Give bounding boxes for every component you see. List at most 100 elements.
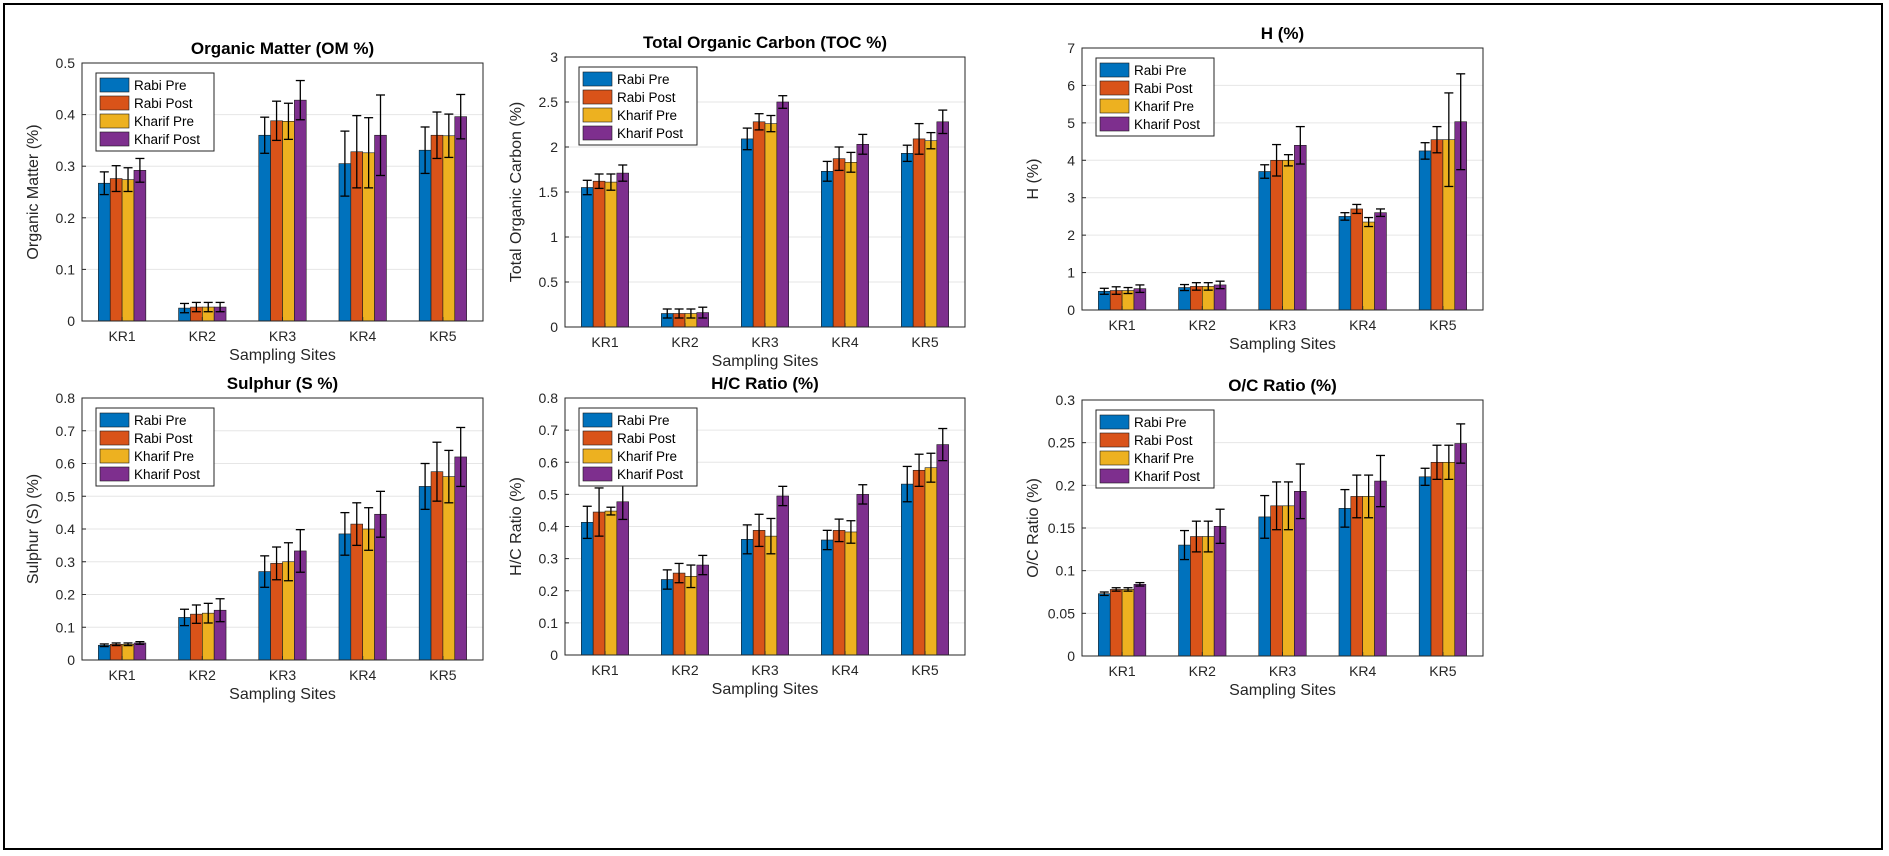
axes-box xyxy=(1081,399,1484,657)
x-tick-label: KR1 xyxy=(591,662,618,678)
legend-swatch xyxy=(1099,116,1130,132)
bar xyxy=(936,121,949,328)
chart-5: 0 0.1 0.2 0.3 0.4 0.5 0.6 0.7 0.8 KR1 KR2 KR3 KR4 KR5… xyxy=(508,374,966,698)
bar xyxy=(1362,221,1375,311)
y-tick-label: 3 xyxy=(1067,190,1075,206)
chart-title: O/C Ratio (%) xyxy=(1228,376,1337,395)
y-tick-label: 0.5 xyxy=(56,55,76,71)
y-tick-label: 0 xyxy=(1067,302,1075,318)
legend-label: Kharif Post xyxy=(134,132,200,147)
bar xyxy=(924,467,938,656)
bar xyxy=(821,539,834,656)
bar xyxy=(776,101,789,328)
legend-label: Kharif Post xyxy=(617,126,683,141)
y-tick-label: 2 xyxy=(550,139,558,155)
bar xyxy=(672,572,686,656)
x-tick-label: KR3 xyxy=(751,334,778,350)
bar xyxy=(901,483,914,656)
bar xyxy=(1374,212,1387,311)
bar xyxy=(1202,536,1215,657)
bar xyxy=(581,522,594,656)
x-tick-label: KR1 xyxy=(108,328,135,344)
bar xyxy=(901,153,914,328)
x-tick-label: KR2 xyxy=(189,667,216,683)
y-axis-label: Organic Matter (%) xyxy=(25,124,42,259)
bar xyxy=(98,182,111,322)
legend-label: Rabi Pre xyxy=(134,78,187,93)
legend-label: Rabi Post xyxy=(617,90,676,105)
legend-label: Rabi Pre xyxy=(134,413,187,428)
chart-3: 0 1 2 3 4 5 6 7 KR1 KR2 KR3 KR4 KR5 H (%) Sampling Sit… xyxy=(1025,24,1484,353)
x-axis-label: Sampling Sites xyxy=(712,681,819,698)
x-tick-label: KR5 xyxy=(429,328,456,344)
legend: Rabi Pre Rabi Post Kharif Pre Kharif Post xyxy=(95,72,215,152)
legend-label: Kharif Pre xyxy=(617,449,677,464)
x-tick-label: KR2 xyxy=(671,334,698,350)
bar xyxy=(133,642,147,661)
axes-box xyxy=(81,397,484,661)
bar xyxy=(764,123,778,328)
y-tick-label: 0.8 xyxy=(56,390,76,406)
legend-swatch xyxy=(99,95,130,111)
x-tick-label: KR1 xyxy=(1108,663,1135,679)
bar xyxy=(121,179,135,322)
y-tick-label: 0.1 xyxy=(1056,563,1076,579)
bar xyxy=(912,469,926,656)
bar xyxy=(616,172,629,328)
y-tick-label: 0.3 xyxy=(539,551,559,567)
x-tick-label: KR5 xyxy=(1429,663,1456,679)
x-axis-label: Sampling Sites xyxy=(229,686,336,703)
legend-label: Kharif Pre xyxy=(134,449,194,464)
legend-swatch xyxy=(1099,80,1130,96)
bar xyxy=(581,187,594,328)
bar xyxy=(912,138,926,328)
y-tick-label: 0.2 xyxy=(56,587,76,603)
bar xyxy=(1338,508,1352,657)
bar xyxy=(1430,461,1444,657)
legend-swatch xyxy=(99,466,130,482)
bar xyxy=(454,456,467,661)
legend-swatch xyxy=(582,448,613,464)
legend-swatch xyxy=(99,113,130,129)
bar xyxy=(282,121,295,322)
x-tick-label: KR2 xyxy=(671,662,698,678)
bar xyxy=(1258,171,1271,311)
bar xyxy=(1121,589,1135,657)
bar xyxy=(1430,139,1444,311)
y-tick-label: 0 xyxy=(1067,648,1075,664)
chart-title: H/C Ratio (%) xyxy=(711,374,819,393)
bar xyxy=(1362,496,1375,657)
bar xyxy=(844,531,858,656)
bar xyxy=(604,510,618,656)
bar xyxy=(844,162,858,328)
bar xyxy=(1270,159,1283,311)
bar xyxy=(752,121,766,328)
chart-2: 0 0.5 1 1.5 2 2.5 3 KR1 KR2 KR3 KR4 KR5 Total Organi… xyxy=(508,33,966,370)
y-axis-label: O/C Ratio (%) xyxy=(1025,478,1042,578)
legend-label: Rabi Post xyxy=(1134,81,1193,96)
bar xyxy=(98,644,111,661)
y-tick-label: 0.4 xyxy=(56,521,76,537)
y-tick-label: 0.1 xyxy=(56,261,76,277)
legend-swatch xyxy=(1099,62,1130,78)
legend-label: Rabi Post xyxy=(617,431,676,446)
bar xyxy=(1418,476,1432,657)
y-axis-label: Total Organic Carbon (%) xyxy=(508,102,525,283)
y-tick-label: 0 xyxy=(67,652,75,668)
y-tick-label: 0.8 xyxy=(539,390,559,406)
x-tick-label: KR5 xyxy=(911,334,938,350)
legend-swatch xyxy=(582,125,613,141)
legend-label: Kharif Post xyxy=(1134,117,1200,132)
legend-label: Rabi Post xyxy=(134,96,193,111)
legend-swatch xyxy=(1099,468,1130,484)
bar xyxy=(661,579,674,656)
y-tick-label: 0.4 xyxy=(56,107,76,123)
legend-label: Rabi Pre xyxy=(617,413,670,428)
y-axis-label: Sulphur (S) (%) xyxy=(25,474,42,584)
x-tick-label: KR4 xyxy=(831,334,858,350)
legend: Rabi Pre Rabi Post Kharif Pre Kharif Post xyxy=(1095,409,1215,489)
x-tick-label: KR4 xyxy=(1349,663,1376,679)
legend: Rabi Pre Rabi Post Kharif Pre Kharif Post xyxy=(578,407,698,487)
bar xyxy=(741,539,754,656)
